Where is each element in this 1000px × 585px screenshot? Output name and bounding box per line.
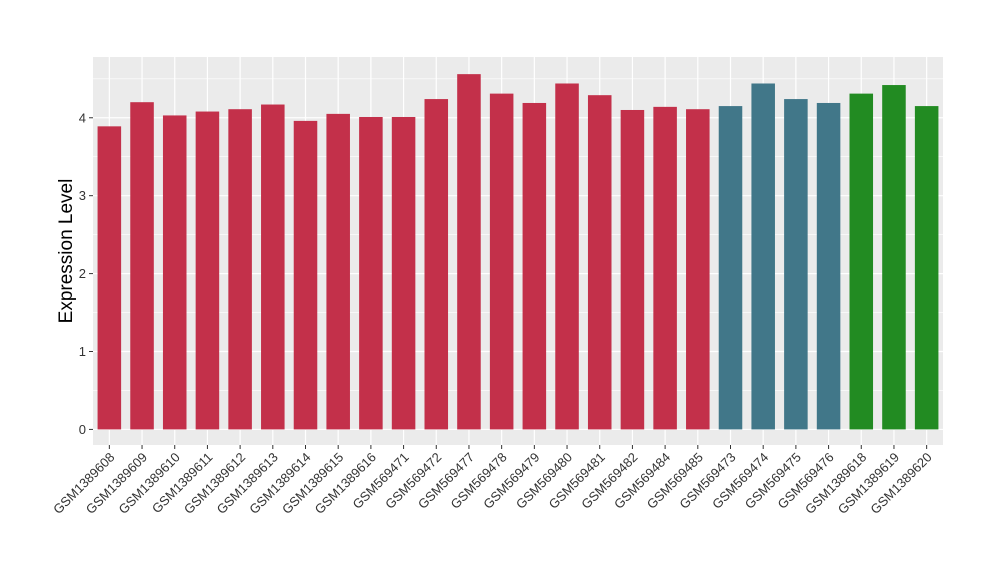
x-axis: GSM1389608GSM1389609GSM1389610GSM1389611…	[50, 445, 935, 517]
bar-gsm1389614	[293, 120, 318, 430]
bar-gsm569480	[555, 83, 579, 430]
plot-panel	[93, 57, 943, 445]
bar-gsm569482	[620, 109, 645, 430]
bar-gsm569485	[686, 109, 710, 430]
bar-gsm1389613	[261, 104, 285, 430]
bar-gsm569471	[391, 116, 416, 430]
bar-gsm1389612	[228, 109, 252, 430]
bar-gsm1389611	[195, 111, 220, 430]
bar-gsm569475	[784, 99, 808, 430]
bar-gsm1389618	[849, 93, 874, 430]
bar-gsm1389620	[914, 106, 939, 430]
bar-gsm569476	[816, 102, 841, 430]
y-tick-label: 3	[79, 188, 86, 203]
bar-gsm1389619	[882, 85, 906, 430]
bar-gsm1389610	[162, 115, 187, 430]
bar-gsm569472	[424, 99, 449, 430]
bar-gsm569479	[522, 102, 547, 430]
bar-gsm1389615	[326, 113, 350, 430]
bar-gsm569484	[653, 106, 677, 430]
y-tick-label: 1	[79, 344, 86, 359]
bar-gsm1389616	[359, 116, 383, 430]
bar-gsm569474	[751, 83, 775, 430]
bar-gsm569473	[718, 106, 743, 430]
bar-gsm1389608	[97, 126, 122, 430]
bar-gsm569477	[457, 74, 481, 430]
y-axis-label: Expression Level	[56, 179, 77, 324]
bar-gsm569478	[489, 93, 514, 430]
bars-group	[97, 74, 939, 430]
y-axis: 0 1 2 3 4	[79, 110, 93, 437]
y-tick-label: 2	[79, 266, 86, 281]
bar-gsm569481	[587, 95, 612, 430]
y-tick-label: 4	[79, 110, 86, 125]
bar-gsm1389609	[130, 102, 154, 430]
y-tick-label: 0	[79, 422, 86, 437]
